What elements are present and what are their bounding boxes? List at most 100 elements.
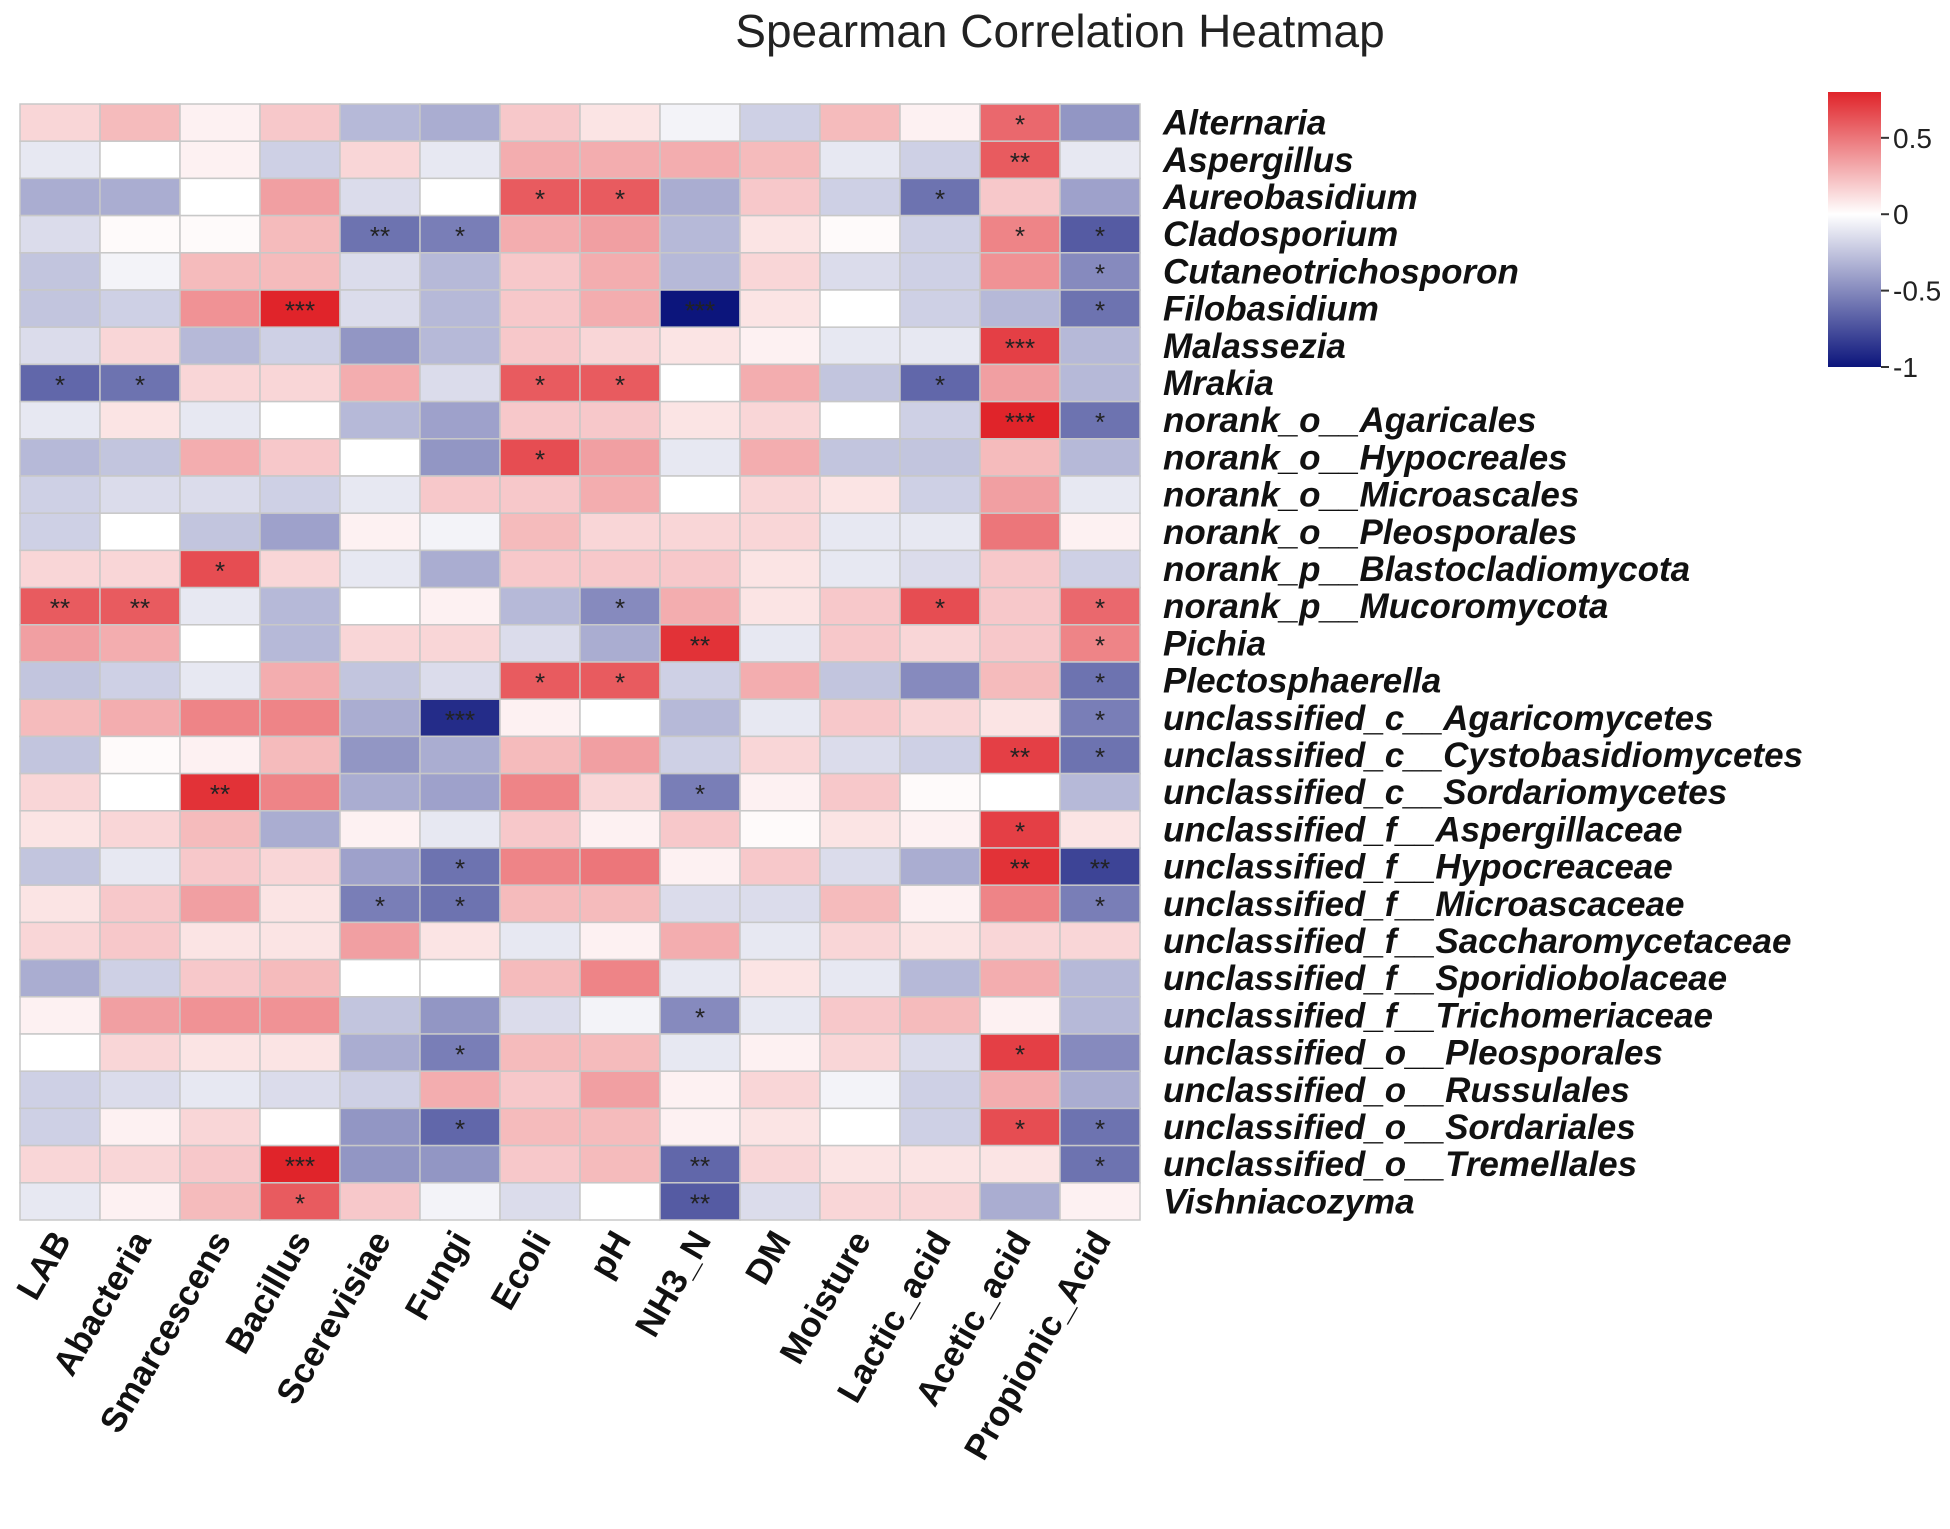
significance-mark: * (1095, 630, 1105, 660)
cell-norank-p-mucoromycota-acetic-acid (979, 586, 1061, 626)
cell-cutaneotrichosporon-lactic-acid (899, 252, 981, 291)
cell-mrakia-ph (579, 363, 661, 403)
cell-unclassified-c-cystobasidiomycetes-propionic-acid (1059, 735, 1141, 775)
cell-unclassified-o-russulales-ecoli (499, 1070, 581, 1110)
legend-tick-label: 0.5 (1893, 123, 1932, 154)
significance-mark: * (375, 891, 385, 921)
cell-cladosporium-scerevisiae (339, 214, 421, 254)
cell-alternaria-abacteria (99, 103, 181, 142)
cell-norank-o-pleosporales-scerevisiae (339, 512, 421, 552)
cell-unclassified-f-trichomeriaceae-bacillus (259, 996, 341, 1035)
cell-norank-o-agaricales-smarcescens (179, 400, 261, 440)
cell-norank-p-blastocladiomycota-smarcescens (179, 549, 261, 589)
cell-vishniacozyma-bacillus (259, 1182, 341, 1221)
cell-unclassified-f-aspergillaceae-dm (739, 810, 821, 849)
cell-cladosporium-ph (579, 214, 661, 254)
cell-cladosporium-dm (739, 214, 821, 254)
cell-unclassified-f-aspergillaceae-ph (579, 810, 661, 849)
cell-pichia-acetic-acid (979, 624, 1061, 663)
cell-unclassified-f-sporidiobolaceae-ecoli (499, 958, 581, 998)
cell-norank-o-agaricales-fungi (419, 400, 501, 440)
cell-unclassified-f-trichomeriaceae-acetic-acid (979, 996, 1061, 1035)
cell-unclassified-f-hypocreaceae-lactic-acid (899, 847, 981, 886)
cell-norank-o-pleosporales-bacillus (259, 512, 341, 552)
legend-ticks: 0.5 0 -0.5 -1 (1881, 123, 1941, 383)
row-label-pichia: Pichia (1163, 624, 1266, 663)
cell-unclassified-c-cystobasidiomycetes-nh3-n (659, 735, 741, 775)
cell-cladosporium-ecoli (499, 214, 581, 254)
cell-malassezia-dm (739, 326, 821, 366)
cell-norank-o-microascales-bacillus (259, 475, 341, 514)
cell-norank-o-hypocreales-scerevisiae (339, 438, 421, 477)
row-label-norank-o-hypocreales: norank_o__Hypocreales (1163, 438, 1568, 477)
cell-filobasidium-dm (739, 289, 821, 328)
cell-cladosporium-acetic-acid (979, 214, 1061, 254)
cell-norank-p-mucoromycota-smarcescens (179, 586, 261, 626)
cell-plectosphaerella-smarcescens (179, 661, 261, 700)
column-label-ecoli: Ecoli (483, 1225, 559, 1317)
cell-pichia-dm (739, 624, 821, 663)
cell-mrakia-ecoli (499, 363, 581, 403)
cell-pichia-scerevisiae (339, 624, 421, 663)
cell-unclassified-o-sordariales-ecoli (499, 1107, 581, 1147)
cell-unclassified-f-aspergillaceae-scerevisiae (339, 810, 421, 849)
cell-mrakia-lactic-acid (899, 363, 981, 403)
cell-unclassified-o-tremellales-bacillus (259, 1144, 341, 1184)
cell-unclassified-c-agaricomycetes-dm (739, 698, 821, 738)
cell-cladosporium-nh3-n (659, 214, 741, 254)
cell-unclassified-f-trichomeriaceae-fungi (419, 996, 501, 1035)
cell-unclassified-f-microascaceae-dm (739, 884, 821, 924)
cell-unclassified-f-hypocreaceae-dm (739, 847, 821, 886)
cell-norank-o-agaricales-acetic-acid (979, 400, 1061, 440)
significance-mark: *** (285, 296, 315, 326)
row-label-vishniacozyma: Vishniacozyma (1163, 1182, 1415, 1221)
cell-cutaneotrichosporon-ph (579, 252, 661, 291)
row-label-aspergillus: Aspergillus (1162, 141, 1354, 180)
cell-unclassified-f-aspergillaceae-propionic-acid (1059, 810, 1141, 849)
cell-unclassified-o-sordariales-fungi (419, 1107, 501, 1147)
cell-norank-o-hypocreales-ph (579, 438, 661, 477)
row-label-plectosphaerella: Plectosphaerella (1163, 662, 1441, 701)
cell-norank-p-blastocladiomycota-dm (739, 549, 821, 589)
cell-vishniacozyma-propionic-acid (1059, 1182, 1141, 1221)
significance-mark: * (1095, 407, 1105, 437)
significance-mark: * (615, 668, 625, 698)
cell-unclassified-o-tremellales-fungi (419, 1144, 501, 1184)
column-label-dm: DM (738, 1225, 799, 1292)
cell-alternaria-smarcescens (179, 103, 261, 142)
cell-unclassified-c-agaricomycetes-ph (579, 698, 661, 738)
cell-aspergillus-dm (739, 140, 821, 180)
cell-unclassified-c-sordariomycetes-lactic-acid (899, 772, 981, 812)
cell-unclassified-f-trichomeriaceae-moisture (819, 996, 901, 1035)
cell-unclassified-c-cystobasidiomycetes-scerevisiae (339, 735, 421, 775)
cell-pichia-propionic-acid (1059, 624, 1141, 663)
cell-norank-o-microascales-abacteria (99, 475, 181, 514)
cell-unclassified-f-sporidiobolaceae-lab (19, 958, 101, 998)
significance-mark: * (935, 184, 945, 214)
significance-mark: * (695, 1002, 705, 1032)
cell-unclassified-c-sordariomycetes-lab (19, 772, 101, 812)
cell-unclassified-o-russulales-lactic-acid (899, 1070, 981, 1110)
cell-norank-p-blastocladiomycota-bacillus (259, 549, 341, 589)
cell-unclassified-o-sordariales-ph (579, 1107, 661, 1147)
cell-unclassified-c-cystobasidiomycetes-acetic-acid (979, 735, 1061, 775)
cell-plectosphaerella-lactic-acid (899, 661, 981, 700)
row-label-aureobasidium: Aureobasidium (1162, 178, 1418, 217)
cell-cladosporium-lactic-acid (899, 214, 981, 254)
cell-alternaria-dm (739, 103, 821, 142)
legend-tick-label: -0.5 (1893, 276, 1941, 307)
cell-cutaneotrichosporon-lab (19, 252, 101, 291)
cell-unclassified-o-russulales-lab (19, 1070, 101, 1110)
cell-unclassified-f-sporidiobolaceae-smarcescens (179, 958, 261, 998)
cell-mrakia-scerevisiae (339, 363, 421, 403)
cell-mrakia-dm (739, 363, 821, 403)
significance-mark: * (295, 1188, 305, 1218)
cell-filobasidium-ph (579, 289, 661, 328)
cell-unclassified-f-saccharomycetaceae-propionic-acid (1059, 921, 1141, 961)
significance-mark: * (1095, 1151, 1105, 1181)
cell-pichia-bacillus (259, 624, 341, 663)
significance-mark: * (1015, 1040, 1025, 1070)
significance-mark: * (455, 1114, 465, 1144)
cell-unclassified-c-agaricomycetes-moisture (819, 698, 901, 738)
cell-plectosphaerella-fungi (419, 661, 501, 700)
